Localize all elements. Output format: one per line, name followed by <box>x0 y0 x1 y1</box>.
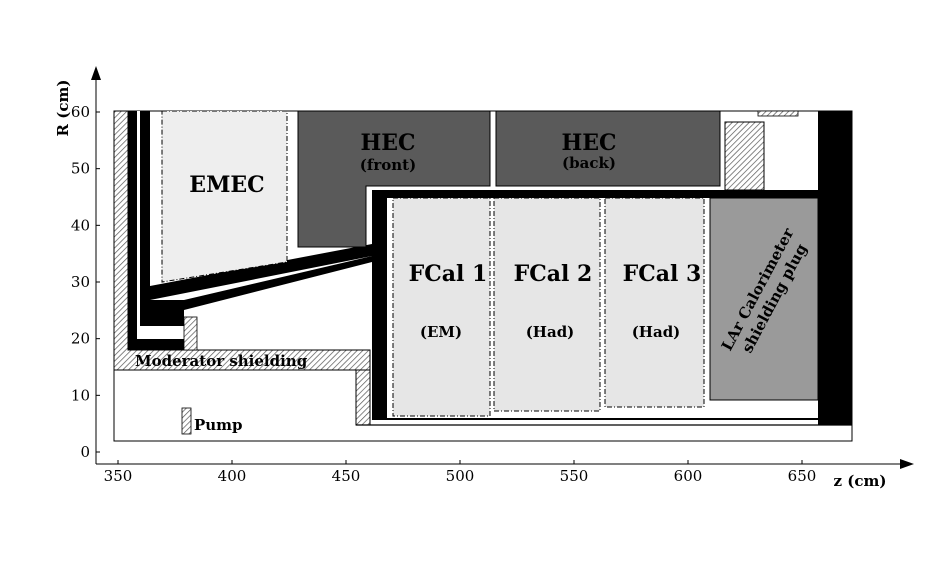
y-tick-label: 0 <box>80 443 90 461</box>
y-axis-arrow <box>91 66 101 80</box>
fcal-cryostat-left <box>372 190 387 418</box>
y-tick-label: 60 <box>71 103 90 121</box>
fcal-cryostat-right <box>818 111 852 425</box>
x-tick-label: 400 <box>218 467 247 485</box>
label-moderator: Moderator shielding <box>135 352 308 370</box>
label-hec-back-title: HEC <box>561 130 616 156</box>
diagonal-shield-strip <box>150 244 372 300</box>
label-hec-back-sub: (back) <box>562 154 616 172</box>
label-fcal1-title: FCal 1 <box>409 261 488 287</box>
x-axis-arrow <box>900 459 914 469</box>
x-tick-label: 600 <box>674 467 703 485</box>
y-tick-label: 20 <box>71 330 90 348</box>
hatched-box-right <box>724 121 765 191</box>
label-fcal3-title: FCal 3 <box>623 261 702 287</box>
label-fcal2-sub: (Had) <box>526 323 575 341</box>
fcal1-block <box>392 197 491 417</box>
pump-block <box>181 407 192 435</box>
y-tick-label: 30 <box>71 273 90 291</box>
y-axis-label: R (cm) <box>54 80 72 137</box>
fcal3-block <box>604 197 705 408</box>
label-fcal1-sub: (EM) <box>420 323 462 341</box>
shielding-plug-block <box>709 197 819 401</box>
x-tick-label: 650 <box>788 467 817 485</box>
moderator-hatched-wall <box>355 369 371 426</box>
fcal2-block <box>493 197 601 412</box>
diagonal-shield-strip-2 <box>184 256 372 310</box>
fcal-cryostat-top <box>372 190 818 198</box>
hatched-box-top <box>757 110 799 117</box>
x-tick-label: 450 <box>332 467 361 485</box>
label-fcal2-title: FCal 2 <box>514 261 593 287</box>
emec-block <box>161 110 288 283</box>
emec-wall-lower-black <box>128 339 184 350</box>
hec-front-block <box>297 110 491 248</box>
x-ticks: 350 400 450 500 550 600 650 <box>104 460 817 485</box>
emec-inner-wall <box>140 111 150 326</box>
x-tick-label: 500 <box>446 467 475 485</box>
x-tick-label: 550 <box>560 467 589 485</box>
label-fcal3-sub: (Had) <box>632 323 681 341</box>
emec-corner-hatch <box>183 316 198 351</box>
label-pump: Pump <box>194 416 243 434</box>
y-tick-label: 50 <box>71 160 90 178</box>
hec-back-block <box>495 110 721 187</box>
y-tick-label: 10 <box>71 386 90 404</box>
y-tick-label: 40 <box>71 216 90 234</box>
y-ticks: 0 10 20 30 40 50 60 <box>71 103 100 461</box>
label-emec: EMEC <box>189 172 264 198</box>
emec-wall-gap-bottom <box>137 336 184 339</box>
x-tick-label: 350 <box>104 467 133 485</box>
x-axis-label: z (cm) <box>834 472 887 490</box>
label-hec-front-sub: (front) <box>360 156 416 174</box>
emec-wall-gap <box>137 111 140 339</box>
fcal-cryostat-bottom <box>372 418 832 420</box>
label-hec-front-title: HEC <box>360 130 415 156</box>
